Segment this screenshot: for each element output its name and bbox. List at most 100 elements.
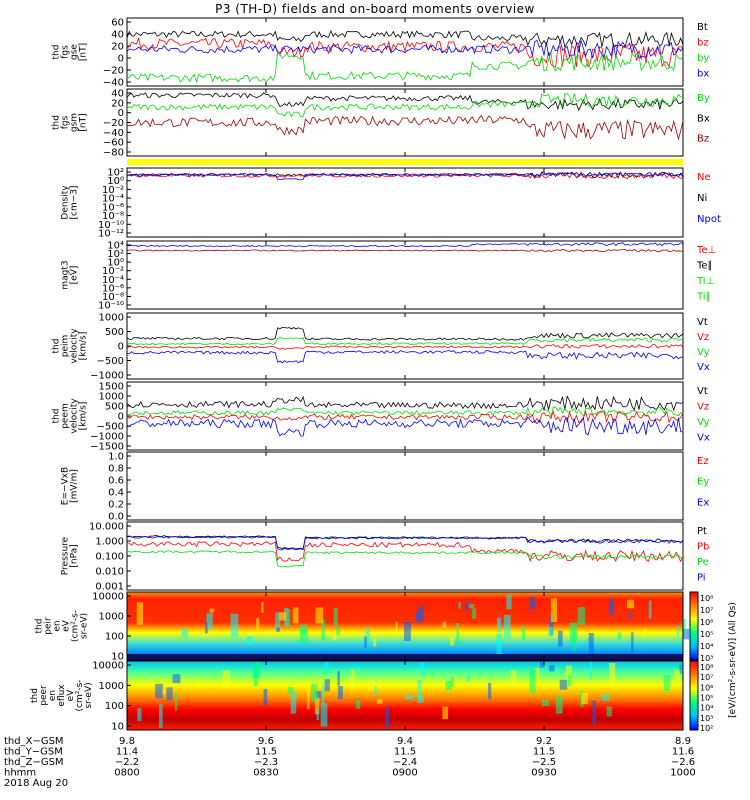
panel-fgs_gsm — [127, 89, 683, 156]
legend-entry: Ni — [697, 193, 707, 204]
legend-entry: Te∥ — [696, 261, 713, 272]
spectrogram-texture — [337, 671, 339, 685]
panel-pressure — [127, 522, 683, 590]
colorbar-tick: 10⁶ — [700, 683, 713, 692]
spectrogram-texture — [535, 668, 539, 684]
series-Vx — [127, 351, 683, 363]
legend-entry: Bt — [697, 22, 708, 33]
x-axis-value: 1000 — [670, 768, 695, 779]
spectrogram-texture — [175, 692, 177, 711]
x-axis-value: −2.6 — [671, 757, 695, 768]
legend-entry: Vy — [697, 347, 710, 358]
spectrogram-texture — [442, 707, 448, 720]
colorbar-tick: 10³ — [700, 714, 713, 723]
panel-peim_velocity — [127, 313, 683, 379]
spectrogram-texture — [450, 637, 454, 645]
y-tick-label: 100 — [105, 701, 124, 712]
spectrogram-texture — [256, 618, 259, 629]
legend-entry: Ex — [697, 497, 709, 508]
legend-entry: Bz — [697, 134, 709, 145]
spectrogram-texture — [570, 622, 578, 642]
y-tick-label: 10⁻¹² — [98, 229, 124, 240]
colorbar-tick: 10² — [700, 724, 713, 733]
spectrogram-texture — [325, 679, 330, 691]
legend-entry: Npot — [697, 214, 721, 225]
panel-peem_velocity — [127, 382, 683, 450]
spectrogram-texture — [334, 608, 338, 626]
spectrogram-texture — [181, 628, 188, 637]
legend-entry: Bx — [697, 113, 710, 124]
legend-entry: By — [697, 93, 710, 104]
spectrogram-texture — [627, 600, 634, 609]
series-Pe — [127, 551, 683, 567]
spectrogram-texture — [155, 684, 163, 698]
legend-entry: by — [697, 53, 709, 64]
spectrogram-texture — [551, 598, 557, 622]
y-tick-label: −1000 — [90, 371, 124, 382]
spectrogram-texture — [351, 669, 355, 689]
x-axis-value: 0930 — [531, 768, 556, 779]
x-axis-value: 9.8 — [119, 736, 135, 747]
x-axis-value: 11.6 — [672, 747, 694, 758]
colorbar-tick: 10⁵ — [700, 630, 713, 639]
legend-entry: bx — [697, 69, 709, 80]
legend-entry: bz — [697, 38, 709, 49]
x-axis-value: 9.6 — [258, 736, 274, 747]
spectrogram-texture — [618, 632, 621, 639]
y-tick-label: 10.000 — [89, 522, 124, 533]
spectrogram-texture — [504, 615, 511, 639]
legend-entry: Pt — [697, 526, 707, 537]
legend-entry: Vx — [697, 433, 710, 444]
spectrogram-texture — [592, 701, 596, 725]
spectrogram-texture — [582, 693, 588, 704]
spectrogram-texture — [253, 662, 261, 678]
spectrogram-texture — [511, 670, 517, 682]
panel-peer_eflux — [127, 661, 683, 730]
x-axis-row-label: hhmm — [4, 768, 36, 779]
x-axis-row-label: thd_Z−GSM — [4, 757, 64, 768]
series-Te — [127, 249, 683, 251]
y-axis-label: [mV/m] — [70, 469, 80, 503]
x-axis-value: 11.5 — [533, 747, 555, 758]
spectrogram-texture — [590, 662, 592, 680]
series-By — [127, 94, 683, 117]
spectrogram-texture — [443, 622, 446, 628]
spectrogram-texture — [606, 707, 612, 717]
legend-entry: Ti∥ — [696, 292, 711, 303]
spectrogram-texture — [542, 700, 549, 706]
spectrogram-texture — [375, 686, 377, 695]
colorbar-tick: 10⁵ — [700, 694, 713, 703]
spectrogram-texture — [674, 670, 680, 682]
spectrogram-texture — [560, 680, 568, 690]
colorbar-top — [690, 592, 698, 660]
spectrogram-texture — [677, 626, 679, 637]
x-axis-value: 0900 — [392, 768, 417, 779]
y-tick-label: 60 — [111, 18, 124, 29]
colorbar-bottom — [690, 661, 698, 730]
spectrogram-texture — [333, 634, 336, 640]
spectrogram-texture — [291, 691, 296, 714]
spectrogram-texture — [649, 600, 652, 618]
spectrogram-texture — [279, 612, 286, 620]
spectrogram-texture — [609, 663, 615, 687]
spectrogram-peer_eflux — [127, 661, 683, 730]
spectrogram-texture — [488, 683, 491, 699]
spectrogram-texture — [293, 607, 299, 623]
y-tick-label: 0.8 — [108, 464, 124, 475]
panel-frame — [127, 522, 683, 590]
spectrogram-texture — [264, 689, 268, 705]
spectrogram-texture — [311, 684, 318, 702]
spectrogram-texture — [137, 602, 143, 625]
spectrogram-texture — [322, 683, 324, 704]
spectrogram-texture — [247, 636, 253, 644]
x-axis-value: 0830 — [253, 768, 278, 779]
y-axis-label: sr-eV) — [80, 613, 90, 639]
y-tick-label: 0.2 — [108, 500, 124, 511]
spectrogram-texture — [197, 677, 199, 688]
spectrogram-texture — [307, 687, 309, 709]
legend-entry: Ez — [697, 456, 709, 467]
y-axis-label: [cm−3] — [70, 185, 80, 219]
y-axis-label: [km/s] — [79, 402, 89, 431]
spectrogram-texture — [472, 608, 476, 618]
spectrogram-texture — [682, 619, 686, 633]
